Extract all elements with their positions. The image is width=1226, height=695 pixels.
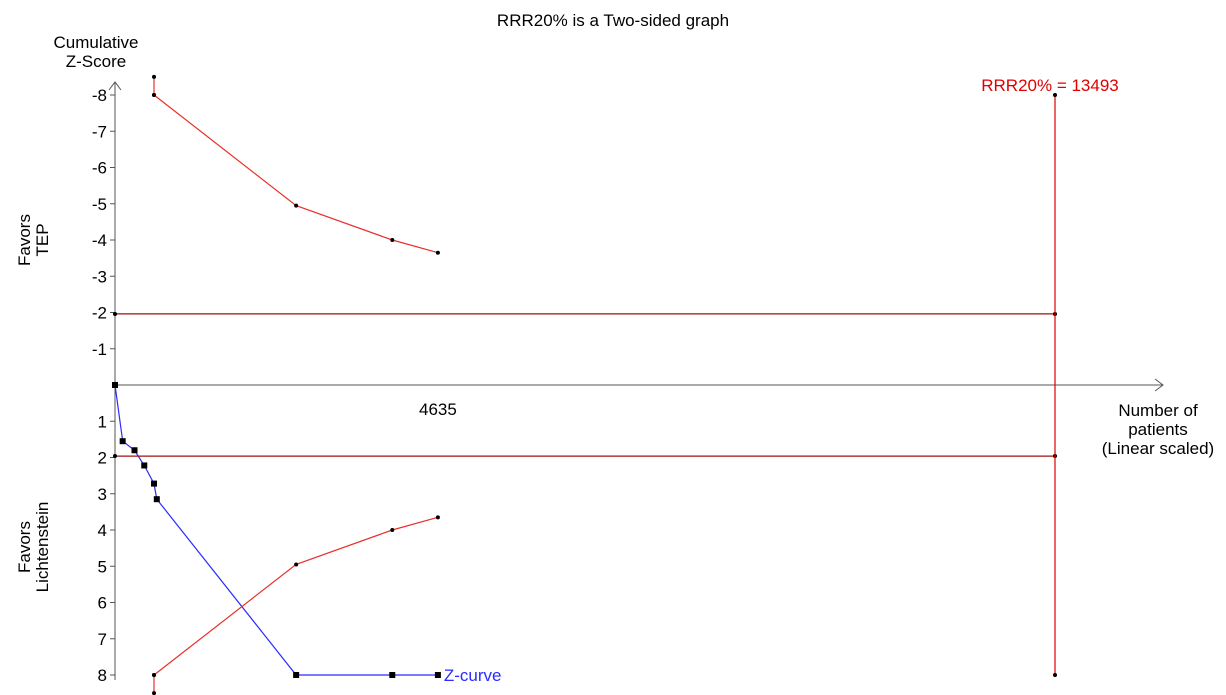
boundary-point bbox=[113, 311, 117, 316]
y-axis-label-line-2: Z-Score bbox=[66, 52, 126, 71]
z-curve-point bbox=[131, 447, 138, 454]
z-curve-label: Z-curve bbox=[444, 666, 502, 685]
y-tick-label: -4 bbox=[92, 231, 107, 250]
series-group: Z-curve bbox=[112, 74, 1057, 695]
ris-label: RRR20% = 13493 bbox=[981, 76, 1119, 95]
chart-title: RRR20% is a Two-sided graph bbox=[497, 11, 729, 30]
boundary-point bbox=[294, 562, 299, 567]
x-axis-arrow bbox=[1154, 378, 1164, 392]
y-tick-label: -2 bbox=[92, 304, 107, 323]
boundary-point bbox=[435, 250, 440, 255]
y-tick-label: -6 bbox=[92, 159, 107, 178]
axes bbox=[108, 81, 1164, 680]
y-tick-label: -5 bbox=[92, 195, 107, 214]
upper-side-label-line-2: TEP bbox=[33, 223, 52, 256]
y-tick-label: 4 bbox=[98, 521, 107, 540]
monitoring-boundary-line bbox=[153, 94, 439, 254]
z-curve-point bbox=[119, 438, 126, 445]
y-tick-label: -1 bbox=[92, 340, 107, 359]
x-axis-label-line-2: patients bbox=[1128, 420, 1188, 439]
y-tick-label: -3 bbox=[92, 267, 107, 286]
boundary-point bbox=[435, 515, 440, 520]
z-curve-point bbox=[112, 382, 118, 388]
x-axis-label-line-3: (Linear scaled) bbox=[1102, 439, 1214, 458]
y-tick-label: -8 bbox=[92, 86, 107, 105]
z-curve-point bbox=[434, 672, 441, 678]
boundary-point bbox=[294, 203, 299, 208]
boundary-point bbox=[390, 528, 395, 532]
y-tick-label: -7 bbox=[92, 122, 107, 141]
y-tick-label: 8 bbox=[98, 666, 107, 685]
boundary-point bbox=[113, 454, 117, 459]
x-axis-label-line-1: Number of bbox=[1118, 401, 1198, 420]
z-curve-point bbox=[151, 480, 158, 487]
y-tick-label: 7 bbox=[98, 630, 107, 649]
y-axis-label-line-1: Cumulative bbox=[53, 33, 138, 52]
upper-side-label-line-1: Favors bbox=[15, 214, 34, 266]
boundary-point bbox=[152, 74, 157, 79]
y-axis-arrow bbox=[108, 81, 122, 91]
boundary-point bbox=[152, 673, 157, 677]
boundary-point bbox=[152, 691, 157, 695]
lower-side-label-line-1: Favors bbox=[15, 521, 34, 573]
y-tick-label: 5 bbox=[98, 557, 107, 576]
boundary-point bbox=[1053, 673, 1057, 677]
z-curve-point bbox=[153, 496, 160, 503]
boundary-point bbox=[390, 238, 395, 242]
z-curve-line bbox=[114, 384, 438, 676]
y-tick-label: 1 bbox=[98, 412, 107, 431]
y-tick-label: 6 bbox=[98, 594, 107, 613]
z-curve-point bbox=[141, 462, 148, 469]
monitoring-boundary-line bbox=[153, 516, 439, 676]
z-curve-point bbox=[293, 672, 300, 678]
y-tick-label: 3 bbox=[98, 485, 107, 504]
y-tick-label: 2 bbox=[98, 449, 107, 468]
boundary-point bbox=[152, 93, 157, 97]
tick-labels: -8 -7 -6 -5 -4 -3 -2 -1 1 2 3 4 5 6 7 8 4635 bbox=[92, 86, 457, 685]
x-tick-label: 4635 bbox=[419, 400, 457, 419]
z-curve-point bbox=[389, 672, 396, 678]
lower-side-label-line-2: Lichtenstein bbox=[33, 502, 52, 593]
boundary-point bbox=[1053, 93, 1057, 97]
